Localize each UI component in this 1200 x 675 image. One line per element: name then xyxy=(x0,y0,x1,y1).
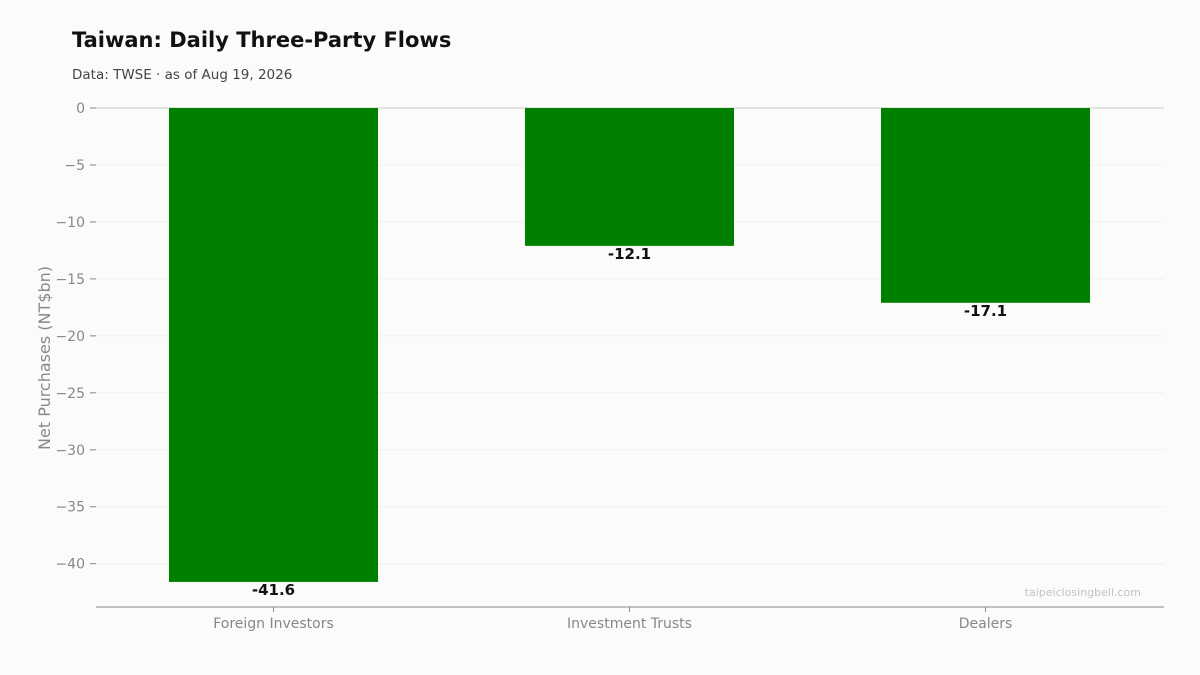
y-axis-ticks: 0 −5 −10 −15 −20 −25 −30 −35 −40 xyxy=(55,101,96,573)
x-category-label: Foreign Investors xyxy=(213,616,334,632)
y-tick-label: −35 xyxy=(55,500,85,516)
y-tick-label: −25 xyxy=(55,386,85,402)
x-category-label: Investment Trusts xyxy=(567,616,692,632)
y-tick-label: −40 xyxy=(55,557,85,573)
y-tick-label: −15 xyxy=(55,272,85,288)
y-axis-label: Net Purchases (NT$bn) xyxy=(35,266,54,450)
y-tick-label: −5 xyxy=(64,158,85,174)
bar xyxy=(169,108,378,582)
x-axis-ticks: Foreign Investors Investment Trusts Dealer… xyxy=(213,607,1012,632)
y-tick-label: −20 xyxy=(55,329,85,345)
y-tick-label: 0 xyxy=(76,101,85,117)
chart-subtitle: Data: TWSE · as of Aug 19, 2026 xyxy=(72,67,292,83)
x-category-label: Dealers xyxy=(959,616,1013,632)
watermark: taipeiclosingbell.com xyxy=(1025,586,1141,599)
y-tick-label: −10 xyxy=(55,215,85,231)
chart-title: Taiwan: Daily Three-Party Flows xyxy=(72,28,451,52)
bar xyxy=(525,108,734,246)
bar-value-label: -12.1 xyxy=(608,245,651,263)
bar-value-label: -41.6 xyxy=(252,581,295,599)
bar xyxy=(881,108,1090,303)
bar-value-label: -17.1 xyxy=(964,302,1007,320)
y-tick-label: −30 xyxy=(55,443,85,459)
bars: -41.6 -12.1 -17.1 xyxy=(169,108,1090,599)
